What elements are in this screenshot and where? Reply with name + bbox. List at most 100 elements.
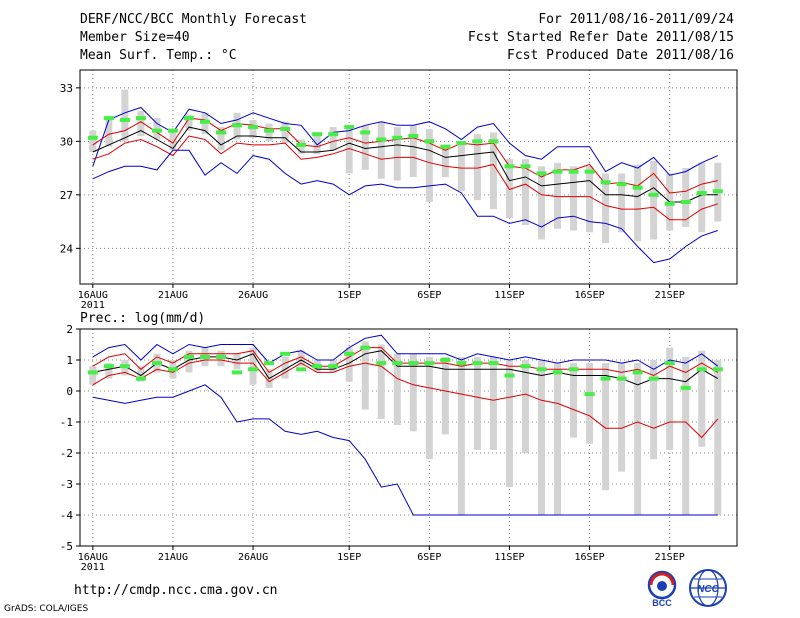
temperature-label: Mean Surf. Temp.: °C	[80, 48, 237, 63]
x-tick-label: 11SEP	[494, 290, 524, 301]
plot-frame	[79, 328, 738, 547]
observed-marker	[440, 358, 451, 362]
observed-marker	[424, 361, 435, 366]
observed-marker	[712, 189, 723, 194]
ensemble-bar	[538, 166, 546, 240]
series-line-min	[92, 384, 718, 516]
observed-marker	[520, 364, 531, 369]
observed-marker	[296, 367, 307, 372]
observed-marker	[280, 126, 291, 131]
y-tick-label: 27	[60, 189, 73, 202]
ensemble-bar	[634, 363, 642, 515]
ensemble-bar	[650, 360, 658, 460]
observed-marker	[664, 201, 675, 206]
observed-marker	[264, 128, 275, 133]
ensemble-bar	[185, 350, 193, 373]
observed-marker	[199, 354, 210, 359]
x-tick-label: 1SEP	[337, 290, 361, 301]
forecast-produced-date: Fcst Produced Date 2011/08/16	[507, 48, 734, 63]
ensemble-bar	[361, 341, 369, 410]
series-line-mean	[92, 350, 719, 386]
observed-marker	[167, 128, 178, 133]
observed-marker	[696, 367, 707, 372]
precip-panel-title: Prec.: log(mm/d)	[80, 311, 205, 326]
ensemble-bar	[457, 356, 465, 515]
footer-url: http://cmdp.ncc.cma.gov.cn	[74, 583, 278, 598]
x-tick-label: 16SEP	[575, 290, 605, 301]
ensemble-bar	[570, 166, 578, 231]
ensemble-bar	[169, 130, 177, 151]
observed-marker	[552, 169, 563, 174]
ensemble-bar	[233, 353, 241, 370]
x-tick-label: 21AUG	[158, 552, 188, 563]
observed-marker	[680, 199, 691, 204]
ensemble-bar	[345, 347, 353, 382]
x-tick-label: 16AUG	[78, 552, 108, 563]
ncc-logo: NCC	[689, 569, 727, 607]
ensemble-bar	[329, 127, 337, 151]
observed-marker	[536, 171, 547, 176]
ensemble-bar	[554, 363, 562, 515]
observed-marker	[488, 139, 499, 144]
series-line-upper	[92, 347, 719, 377]
x-tick-label: 6SEP	[417, 290, 441, 301]
observed-marker	[456, 361, 467, 366]
observed-marker	[328, 364, 339, 369]
observed-marker	[312, 364, 323, 369]
observed-marker	[392, 361, 403, 366]
ensemble-bar	[682, 356, 690, 515]
x-tick-label: 21AUG	[158, 290, 188, 301]
observed-marker	[360, 345, 371, 350]
observed-marker	[119, 117, 130, 122]
bcc-logo-text: BCC	[652, 598, 672, 608]
ensemble-bar	[714, 360, 722, 515]
observed-marker	[183, 354, 194, 359]
observed-marker	[424, 139, 435, 144]
observed-marker	[632, 370, 643, 375]
ensemble-bar	[89, 130, 97, 153]
ensemble-bar	[121, 89, 129, 142]
ensemble-bar	[666, 347, 674, 450]
observed-marker	[264, 361, 275, 366]
observed-marker	[488, 361, 499, 366]
ensemble-bar	[281, 121, 289, 144]
ensemble-bar	[249, 347, 257, 385]
observed-marker	[119, 364, 130, 369]
member-size: Member Size=40	[80, 30, 190, 45]
observed-marker	[328, 132, 339, 137]
ensemble-bar	[441, 356, 449, 435]
y-tick-label: 2	[66, 323, 73, 336]
y-tick-label: -3	[60, 478, 73, 491]
series-line-max	[92, 106, 719, 176]
ensemble-bar	[698, 350, 706, 447]
observed-marker	[135, 376, 146, 381]
observed-marker	[376, 137, 387, 142]
ensemble-bar	[393, 353, 401, 426]
observed-marker	[472, 139, 483, 144]
observed-marker	[103, 116, 114, 121]
observed-marker	[216, 130, 227, 135]
ensemble-bar	[137, 366, 145, 382]
observed-marker	[232, 370, 243, 375]
ensemble-bar	[425, 128, 433, 202]
plot-frame	[79, 69, 738, 285]
ensemble-bar	[377, 344, 385, 419]
ensemble-bar	[425, 356, 433, 460]
observed-marker	[504, 164, 515, 169]
x-tick-year: 2011	[81, 562, 105, 573]
ensemble-bar	[650, 160, 658, 240]
ensemble-bar	[297, 350, 305, 367]
ensemble-bar	[313, 134, 321, 154]
y-tick-label: -1	[60, 416, 73, 429]
ensemble-bar	[105, 363, 113, 379]
observed-marker	[520, 164, 531, 169]
observed-marker	[344, 125, 355, 130]
observed-marker	[87, 370, 98, 375]
observed-marker	[616, 182, 627, 187]
y-tick-label: 30	[60, 135, 73, 148]
ensemble-bar	[105, 118, 113, 147]
ensemble-bar	[89, 366, 97, 385]
ensemble-bar	[586, 363, 594, 444]
ensemble-bar	[521, 159, 529, 226]
